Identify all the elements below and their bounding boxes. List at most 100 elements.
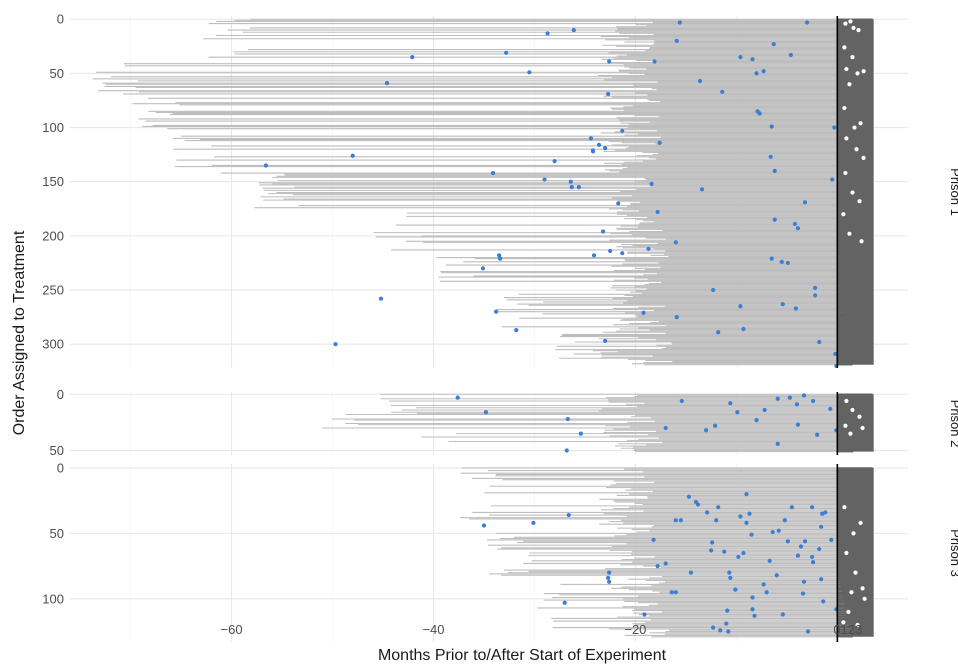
y-tick-label: 0: [57, 12, 64, 27]
pre-event-point: [775, 396, 780, 401]
pre-event-point: [588, 136, 594, 141]
pre-event-point: [596, 142, 602, 147]
facet-label: Prison 3: [948, 529, 958, 577]
facet-label: Prison 1: [948, 168, 958, 216]
pre-event-point: [718, 628, 723, 633]
pre-event-point: [480, 266, 486, 271]
post-event-point: [843, 170, 848, 176]
facet-1: 0 50 100 150 200 250 300 Prison 1: [42, 12, 958, 368]
pre-event-point: [761, 582, 766, 587]
pre-event-point: [735, 410, 740, 415]
pre-event-point: [673, 590, 678, 595]
post-event-point: [858, 121, 863, 126]
pre-event-point: [545, 31, 550, 36]
post-event-point: [857, 199, 862, 204]
pre-event-point: [562, 600, 567, 605]
post-event-point: [842, 45, 847, 50]
pre-event-point: [527, 70, 532, 75]
pre-event-point: [686, 494, 692, 499]
pre-event-point: [410, 55, 415, 60]
pre-event-point: [663, 425, 668, 431]
pre-event-point: [801, 393, 807, 398]
y-tick-label: 0: [57, 387, 64, 402]
pre-event-point: [711, 625, 716, 630]
post-event-point: [857, 414, 862, 419]
post-event-point: [847, 82, 852, 87]
pre-event-point: [792, 221, 798, 227]
x-tick-label-post: 0123: [833, 622, 862, 637]
y-tick-label: 300: [42, 337, 64, 352]
pre-event-point: [455, 395, 460, 400]
pre-event-point: [603, 338, 608, 344]
pre-event-point: [566, 512, 571, 518]
pre-event-point: [649, 181, 654, 186]
post-event-point: [853, 570, 858, 575]
y-tick-label: 100: [42, 120, 64, 135]
pre-event-point: [800, 591, 806, 596]
pre-event-point: [780, 301, 785, 307]
pre-event-point: [785, 539, 790, 544]
pre-event-point: [565, 416, 570, 422]
pre-event-point: [776, 528, 781, 533]
pre-event-point: [754, 71, 759, 76]
pre-event-point: [750, 57, 755, 62]
pre-event-point: [695, 502, 701, 507]
pre-event-point: [493, 309, 499, 314]
pre-event-point: [490, 170, 496, 176]
pre-event-point: [833, 351, 838, 357]
pre-event-point: [642, 612, 647, 617]
y-tick-label: 50: [50, 526, 64, 541]
pre-event-point: [504, 50, 509, 55]
pre-event-point: [810, 560, 816, 565]
pre-event-point: [711, 287, 716, 293]
pre-event-point: [795, 553, 801, 558]
post-event-point: [841, 212, 846, 217]
pre-event-point: [749, 532, 754, 537]
pre-event-point: [591, 253, 597, 258]
post-event-point: [850, 55, 855, 60]
pre-event-point: [542, 177, 547, 182]
pre-event-point: [741, 550, 746, 556]
pre-event-point: [798, 544, 804, 549]
pre-event-point: [795, 226, 801, 231]
pre-event-point: [263, 163, 268, 168]
pre-event-point: [652, 59, 657, 64]
pre-event-point: [779, 259, 784, 264]
pre-event-point: [576, 185, 581, 190]
pre-event-point: [552, 159, 557, 164]
pre-event-point: [813, 285, 818, 290]
pre-event-point: [747, 511, 752, 516]
pre-event-point: [564, 448, 569, 453]
post-event-point: [852, 125, 857, 130]
post-event-point: [851, 25, 856, 31]
pre-event-point: [350, 153, 355, 158]
post-event-point: [861, 155, 866, 160]
pre-event-point: [378, 296, 384, 301]
pre-event-point: [829, 537, 834, 543]
pre-event-point: [788, 52, 793, 58]
post-event-point: [858, 520, 863, 525]
x-axis: −60 −40 −20 0123: [221, 622, 863, 637]
pre-event-point: [770, 529, 775, 535]
pre-event-point: [724, 621, 729, 626]
pre-event-point: [607, 579, 612, 584]
pre-event-point: [817, 339, 822, 345]
pre-event-point: [738, 514, 743, 519]
post-event-point: [855, 622, 860, 628]
pre-event-point: [801, 579, 807, 584]
post-event-point: [844, 66, 849, 72]
pre-event-point: [483, 410, 489, 415]
pre-event-point: [764, 590, 769, 595]
pre-event-point: [771, 42, 776, 47]
y-tick-label: 200: [42, 228, 64, 243]
post-event-point: [844, 136, 849, 141]
pre-event-point: [678, 518, 683, 523]
pre-event-point: [674, 38, 679, 44]
pre-event-point: [769, 256, 774, 261]
pre-event-point: [607, 59, 612, 64]
pre-event-point: [333, 342, 338, 347]
pre-event-point: [802, 539, 808, 544]
post-event-point: [851, 531, 856, 536]
pre-event-point: [514, 327, 519, 333]
pre-event-point: [794, 402, 800, 407]
